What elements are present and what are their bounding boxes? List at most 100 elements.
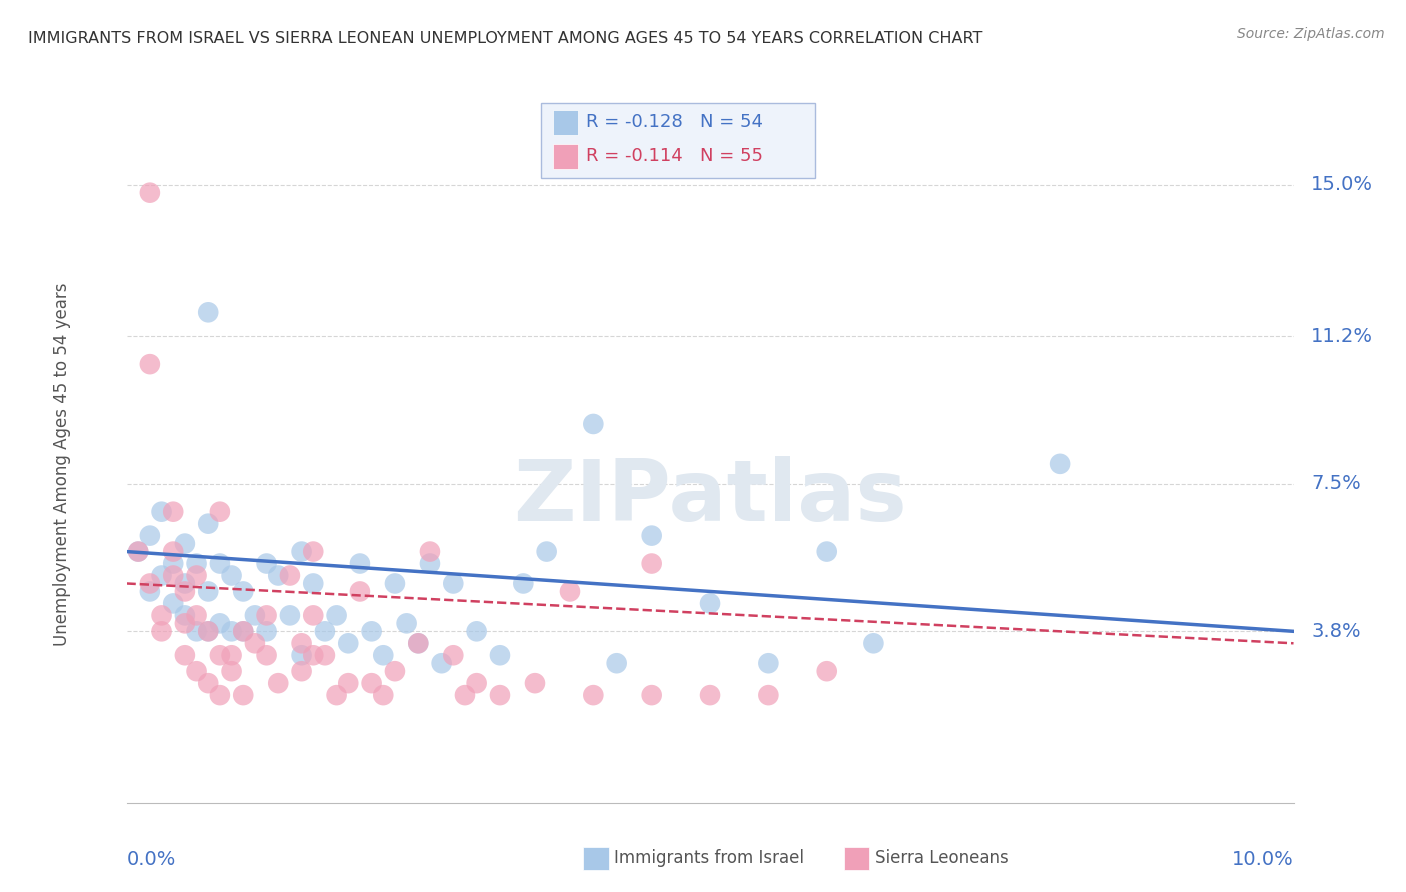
Point [441,648,464,663]
Point [524,676,547,690]
Point [465,624,488,639]
Point [162,544,184,558]
Point [606,657,628,671]
Point [186,557,208,571]
Point [349,584,371,599]
Point [419,544,441,558]
Point [208,688,231,702]
Point [150,624,173,639]
Point [360,624,382,639]
Point [290,664,312,678]
Point [582,417,605,431]
Point [186,608,208,623]
Point [150,568,173,582]
Point [139,528,162,542]
Point [186,568,208,582]
Text: Unemployment Among Ages 45 to 54 years: Unemployment Among Ages 45 to 54 years [53,282,72,646]
Text: 3.8%: 3.8% [1310,622,1361,640]
Point [208,616,231,631]
Point [640,528,664,542]
Point [325,688,347,702]
Point [536,544,558,558]
Point [512,576,534,591]
Text: 7.5%: 7.5% [1310,475,1361,493]
Point [232,688,254,702]
Text: 15.0%: 15.0% [1310,175,1374,194]
Point [360,676,382,690]
Point [558,584,581,599]
Point [127,544,149,558]
Point [174,616,197,631]
Point [302,544,325,558]
Text: R = -0.114   N = 55: R = -0.114 N = 55 [586,147,763,165]
Point [150,608,173,623]
Text: IMMIGRANTS FROM ISRAEL VS SIERRA LEONEAN UNEMPLOYMENT AMONG AGES 45 TO 54 YEARS : IMMIGRANTS FROM ISRAEL VS SIERRA LEONEAN… [28,31,983,46]
Point [162,568,184,582]
Point [395,616,418,631]
Point [197,305,219,319]
Point [174,608,197,623]
Point [756,688,779,702]
Point [419,557,441,571]
Point [232,624,254,639]
Point [186,664,208,678]
Point [197,676,219,690]
Point [640,557,664,571]
Point [373,648,395,663]
Point [582,688,605,702]
Point [197,516,219,531]
Point [430,657,453,671]
Point [278,608,301,623]
Point [162,557,184,571]
Point [243,608,266,623]
Point [278,568,301,582]
Point [139,357,162,371]
Point [290,636,312,650]
Text: 0.0%: 0.0% [127,850,176,870]
Point [862,636,884,650]
Point [197,624,219,639]
Point [162,505,184,519]
Point [699,688,721,702]
Point [699,596,721,610]
Text: Immigrants from Israel: Immigrants from Israel [614,849,804,867]
Point [267,568,290,582]
Point [174,584,197,599]
Point [256,648,278,663]
Point [302,608,325,623]
Point [267,676,290,690]
Point [640,688,664,702]
Point [139,576,162,591]
Point [208,557,231,571]
Text: Source: ZipAtlas.com: Source: ZipAtlas.com [1237,27,1385,41]
Point [489,688,512,702]
Point [221,648,243,663]
Point [465,676,488,690]
Point [756,657,779,671]
Point [815,664,838,678]
Point [221,664,243,678]
Point [384,576,406,591]
Point [174,576,197,591]
Point [302,648,325,663]
Text: R = -0.128   N = 54: R = -0.128 N = 54 [586,113,763,131]
Point [221,568,243,582]
Point [337,636,360,650]
Point [139,584,162,599]
Point [232,584,254,599]
Point [290,544,312,558]
Point [197,584,219,599]
Point [325,608,347,623]
Point [150,505,173,519]
Point [314,624,336,639]
Point [256,557,278,571]
Point [302,576,325,591]
Point [337,676,360,690]
Text: ZIPatlas: ZIPatlas [513,456,907,540]
Point [314,648,336,663]
Point [221,624,243,639]
Point [454,688,477,702]
Point [384,664,406,678]
Point [408,636,430,650]
Point [139,186,162,200]
